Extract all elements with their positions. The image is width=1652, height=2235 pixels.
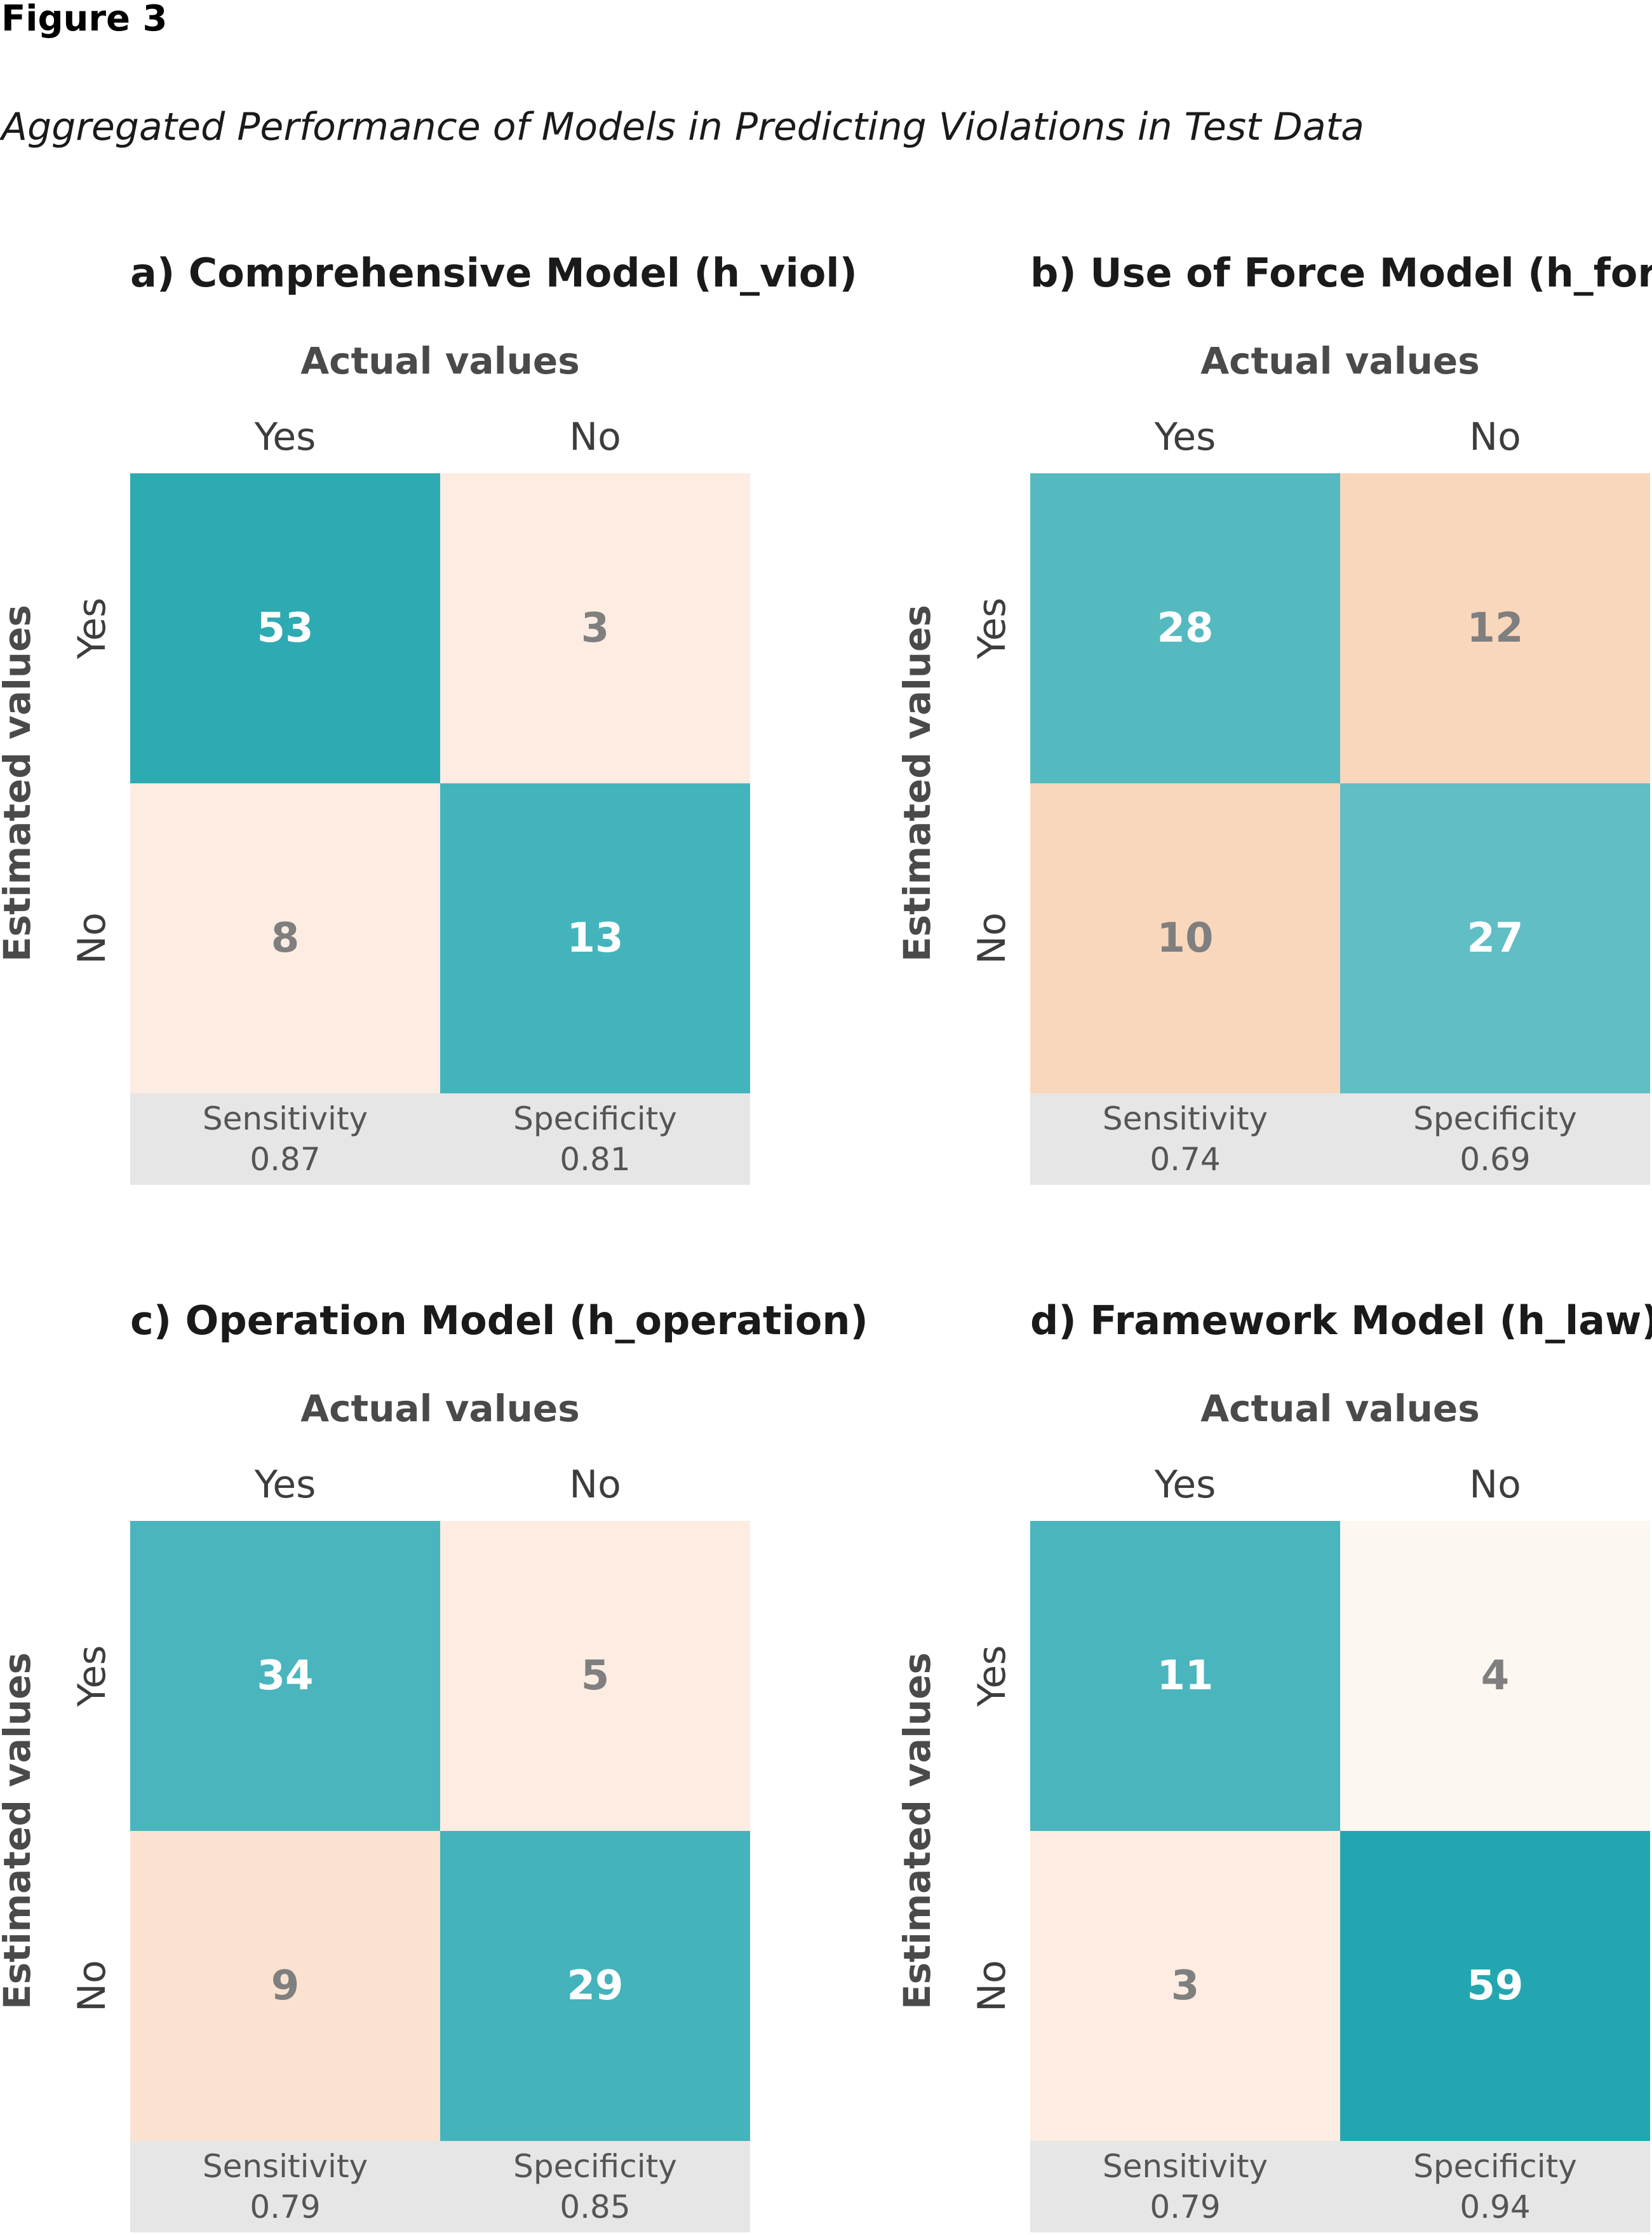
matrix-cell: 9 <box>130 1831 440 2141</box>
metric-sensitivity: Sensitivity 0.87 <box>130 1093 440 1185</box>
y-axis-title: Estimated values <box>896 604 939 962</box>
y-tick-label: Yes <box>70 597 114 659</box>
matrix-cell: 3 <box>1030 1831 1340 2141</box>
matrix-cell: 53 <box>130 473 440 783</box>
panel-title-c: c) Operation Model (h_operation) <box>130 1297 868 1344</box>
metric-name: Sensitivity <box>1102 1100 1268 1137</box>
figure-label: Figure 3 <box>1 0 168 39</box>
matrix-cell: 4 <box>1340 1521 1650 1831</box>
y-tick-label: Yes <box>970 1645 1014 1707</box>
metric-value: 0.79 <box>1150 2189 1221 2225</box>
metric-name: Specificity <box>1413 2148 1577 2185</box>
metric-value: 0.85 <box>560 2189 631 2225</box>
y-axis-title: Estimated values <box>0 1652 39 2010</box>
metric-name: Sensitivity <box>202 1100 368 1137</box>
metric-specificity: Specificity 0.94 <box>1340 2141 1650 2232</box>
panel-title-a: a) Comprehensive Model (h_viol) <box>130 250 857 296</box>
y-tick-label: Yes <box>70 1645 114 1707</box>
y-tick-label: No <box>970 912 1014 964</box>
metric-name: Specificity <box>1413 1100 1577 1137</box>
metric-value: 0.69 <box>1460 1141 1531 1178</box>
y-axis-title: Estimated values <box>0 604 39 962</box>
metric-value: 0.79 <box>250 2189 321 2225</box>
matrix-cell: 8 <box>130 783 440 1093</box>
panel-title-d: d) Framework Model (h_law) <box>1030 1297 1652 1344</box>
metric-value: 0.94 <box>1460 2189 1531 2225</box>
metric-value: 0.87 <box>250 1141 321 1178</box>
matrix-cell: 12 <box>1340 473 1650 783</box>
matrix-cell: 34 <box>130 1521 440 1831</box>
metric-sensitivity: Sensitivity 0.74 <box>1030 1093 1340 1185</box>
matrix-cell: 28 <box>1030 473 1340 783</box>
metric-name: Sensitivity <box>202 2148 368 2185</box>
metric-specificity: Specificity 0.85 <box>440 2141 750 2232</box>
metric-specificity: Specificity 0.81 <box>440 1093 750 1185</box>
matrix-cell: 29 <box>440 1831 750 2141</box>
metric-name: Specificity <box>513 2148 677 2185</box>
y-tick-label: Yes <box>970 597 1014 659</box>
x-tick-label: Yes <box>254 415 316 459</box>
y-tick-label: No <box>70 1960 114 2012</box>
x-tick-label: Yes <box>254 1462 316 1507</box>
x-axis-title: Actual values <box>1200 1387 1480 1430</box>
panel-title-b: b) Use of Force Model (h_force) <box>1030 250 1652 296</box>
metric-sensitivity: Sensitivity 0.79 <box>1030 2141 1340 2232</box>
x-tick-label: No <box>569 415 621 459</box>
matrix-cell: 27 <box>1340 783 1650 1093</box>
x-axis-title: Actual values <box>300 339 580 382</box>
x-tick-label: Yes <box>1154 415 1216 459</box>
x-tick-label: No <box>569 1462 621 1507</box>
matrix-cell: 59 <box>1340 1831 1650 2141</box>
matrix-cell: 10 <box>1030 783 1340 1093</box>
y-axis-title: Estimated values <box>896 1652 939 2010</box>
metric-specificity: Specificity 0.69 <box>1340 1093 1650 1185</box>
matrix-cell: 11 <box>1030 1521 1340 1831</box>
matrix-cell: 5 <box>440 1521 750 1831</box>
metric-sensitivity: Sensitivity 0.79 <box>130 2141 440 2232</box>
y-tick-label: No <box>70 912 114 964</box>
x-axis-title: Actual values <box>1200 339 1480 382</box>
metric-value: 0.81 <box>560 1141 631 1178</box>
x-tick-label: No <box>1469 415 1521 459</box>
metric-value: 0.74 <box>1150 1141 1221 1178</box>
x-tick-label: No <box>1469 1462 1521 1507</box>
metric-name: Specificity <box>513 1100 677 1137</box>
matrix-cell: 3 <box>440 473 750 783</box>
matrix-cell: 13 <box>440 783 750 1093</box>
x-tick-label: Yes <box>1154 1462 1216 1507</box>
figure-caption: Aggregated Performance of Models in Pred… <box>1 105 1364 149</box>
x-axis-title: Actual values <box>300 1387 580 1430</box>
y-tick-label: No <box>970 1960 1014 2012</box>
metric-name: Sensitivity <box>1102 2148 1268 2185</box>
